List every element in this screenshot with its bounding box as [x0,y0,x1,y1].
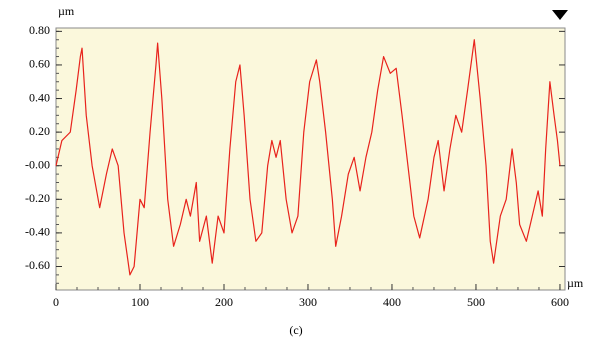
plot-area [55,27,566,291]
x-tick-label: 300 [299,295,317,309]
y-tick-label: -0.00 [25,157,50,171]
x-tick-label: 100 [131,295,149,309]
y-tick-label: -0.20 [25,191,50,205]
x-tick-label: 500 [467,295,485,309]
x-tick-label: 400 [383,295,401,309]
y-unit: µm [58,4,75,18]
x-tick-label: 200 [215,295,233,309]
x-tick-label: 0 [53,295,59,309]
y-tick-label: 0.80 [29,23,50,37]
marker-triangle [552,10,568,20]
y-tick-label: -0.40 [25,225,50,239]
y-tick-label: -0.60 [25,258,50,272]
y-tick-label: 0.20 [29,124,50,138]
y-tick-label: 0.60 [29,57,50,71]
x-unit: µm [567,276,584,290]
y-tick-label: 0.40 [29,90,50,104]
caption: (c) [289,323,302,337]
profile-line [55,39,561,276]
x-tick-label: 600 [551,295,569,309]
